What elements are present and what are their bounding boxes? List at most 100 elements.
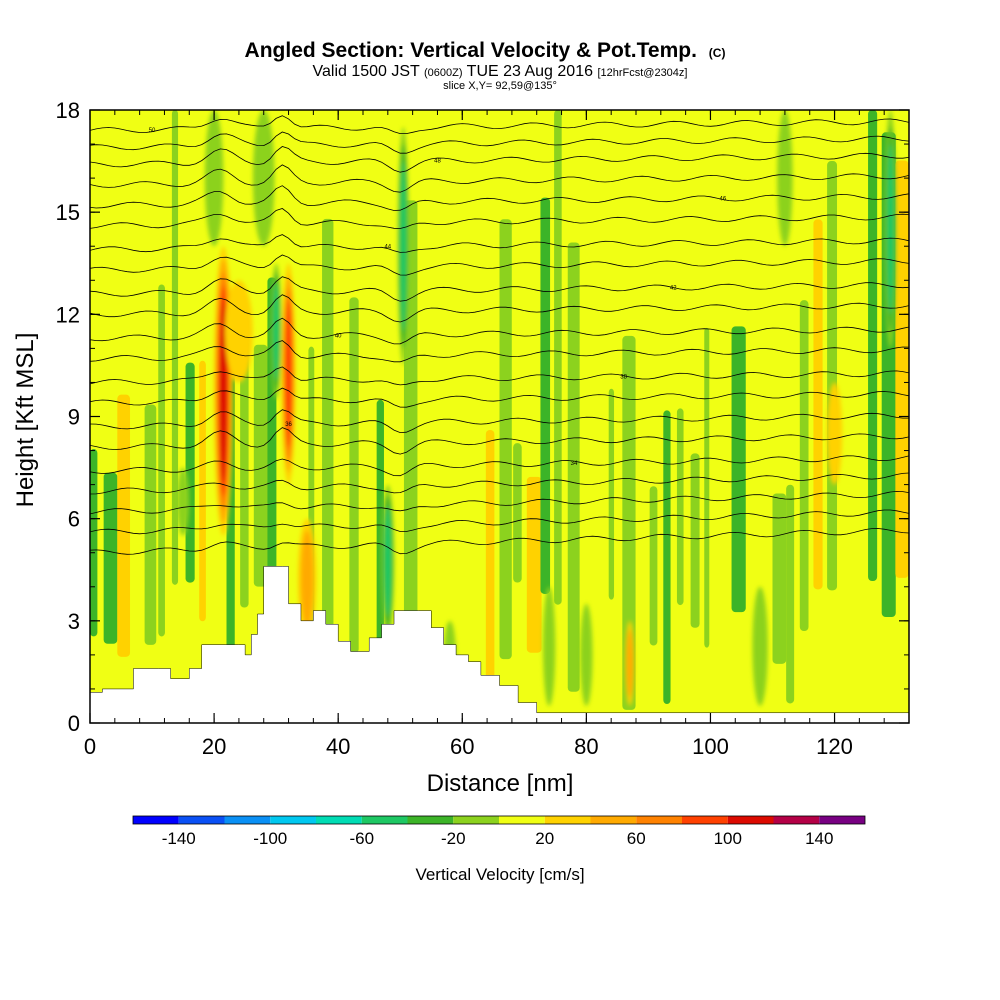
field-stripe: [199, 360, 206, 622]
velocity-cell: [225, 280, 253, 383]
theta-contour: [90, 427, 909, 455]
field-stripe: [513, 443, 522, 583]
field-stripe: [171, 110, 179, 585]
field-stripe: [540, 197, 551, 594]
field-stripe: [704, 327, 710, 648]
field-stripe: [895, 160, 909, 578]
slice-label: slice X,Y= 92,59@135°: [443, 80, 557, 92]
field-stripe: [868, 110, 878, 582]
field-stripe: [813, 219, 823, 590]
theta-contour: [90, 254, 909, 276]
velocity-cell: [826, 382, 843, 485]
y-tick-label: 3: [68, 609, 80, 634]
colorbar-bin: [727, 816, 774, 824]
field-stripe: [158, 284, 165, 637]
field-stripe: [90, 449, 98, 637]
velocity-cell: [252, 110, 275, 247]
colorbar-tick-label: -20: [441, 829, 466, 848]
chart-subtitle: Valid 1500 JST (0600Z) TUE 23 Aug 2016 […: [313, 63, 688, 80]
y-tick-label: 12: [56, 302, 80, 327]
field-stripe: [567, 242, 580, 692]
field-stripe: [786, 484, 795, 704]
theta-contour-label: 48: [434, 159, 441, 165]
colorbar: [132, 815, 866, 825]
colorbar-bin: [544, 816, 591, 824]
colorbar-bin: [224, 816, 271, 824]
y-tick-label: 0: [68, 711, 80, 736]
field-stripe: [663, 410, 671, 705]
colorbar-bin: [636, 816, 682, 824]
theta-contour: [90, 164, 909, 193]
velocity-cell: [273, 282, 280, 381]
field-stripe: [608, 388, 615, 600]
x-tick-label: 20: [202, 734, 226, 759]
theta-contour: [90, 317, 909, 345]
colorbar-tick-label: 60: [627, 829, 646, 848]
theta-contour: [90, 472, 909, 495]
field-stripe: [485, 429, 495, 710]
velocity-cell: [204, 110, 224, 247]
velocity-cell: [176, 467, 190, 536]
x-tick-label: 120: [816, 734, 853, 759]
theta-contour-label: 46: [720, 196, 727, 202]
theta-contour-label: 34: [571, 461, 578, 467]
colorbar-bin: [499, 816, 545, 824]
colorbar-bin: [819, 816, 865, 824]
colorbar-bin: [361, 816, 408, 824]
field-stripe: [499, 219, 512, 660]
theta-contour: [90, 340, 909, 363]
plot-area: 50 48 46 44 42 40 38 36 34: [90, 110, 909, 723]
field-stripe: [253, 344, 268, 587]
colorbar-tick-label: 20: [535, 829, 554, 848]
field-stripe: [526, 476, 542, 653]
colorbar-tick-labels: -140 -100 -60 -20 20 60 100 140: [162, 829, 834, 848]
colorbar-bin: [316, 816, 362, 824]
theta-contour: [90, 509, 909, 535]
colorbar-bin: [407, 816, 454, 824]
theta-contour: [90, 387, 909, 408]
velocity-cell: [384, 506, 392, 616]
theta-contour: [90, 234, 909, 253]
field-stripe: [827, 161, 838, 591]
velocity-cell: [626, 629, 634, 698]
x-tick-label: 40: [326, 734, 350, 759]
theta-contour: [90, 366, 909, 386]
colorbar-bin: [133, 816, 179, 824]
velocity-cell: [301, 530, 314, 626]
chart-title: Angled Section: Vertical Velocity & Pot.…: [245, 39, 726, 62]
colorbar-bin: [590, 816, 637, 824]
theta-contour: [90, 208, 909, 229]
theta-contour-label: 36: [285, 422, 292, 428]
y-tick-label: 15: [56, 200, 80, 225]
velocity-cell: [580, 603, 593, 706]
theta-contour: [90, 185, 909, 211]
colorbar-bin: [453, 816, 499, 824]
x-tick-label: 0: [84, 734, 96, 759]
field-stripe: [185, 362, 195, 583]
colorbar-tick-label: 140: [805, 829, 833, 848]
theta-contour: [90, 455, 909, 477]
field-stripe: [117, 394, 131, 657]
field-stripe: [349, 297, 359, 654]
colorbar-label: Vertical Velocity [cm/s]: [415, 865, 584, 884]
theta-contour: [90, 409, 909, 434]
terrain-mask: [90, 566, 909, 723]
y-axis-label: Height [Kft MSL]: [12, 333, 39, 508]
colorbar-bin: [682, 816, 728, 824]
theta-contour: [90, 146, 909, 173]
velocity-cell: [752, 586, 768, 706]
x-axis-ticks: 0 20 40 60 80 100 120: [84, 110, 910, 759]
x-tick-label: 100: [692, 734, 729, 759]
x-tick-label: 60: [450, 734, 474, 759]
x-tick-label: 80: [574, 734, 598, 759]
colorbar-tick-label: -100: [253, 829, 287, 848]
field-stripe: [772, 493, 787, 664]
field-stripe: [676, 408, 684, 606]
colorbar-tick-label: -140: [162, 829, 196, 848]
y-tick-label: 18: [56, 98, 80, 123]
field-stripe: [622, 335, 636, 710]
field-stripe: [649, 486, 658, 646]
field-stripe: [799, 300, 809, 631]
